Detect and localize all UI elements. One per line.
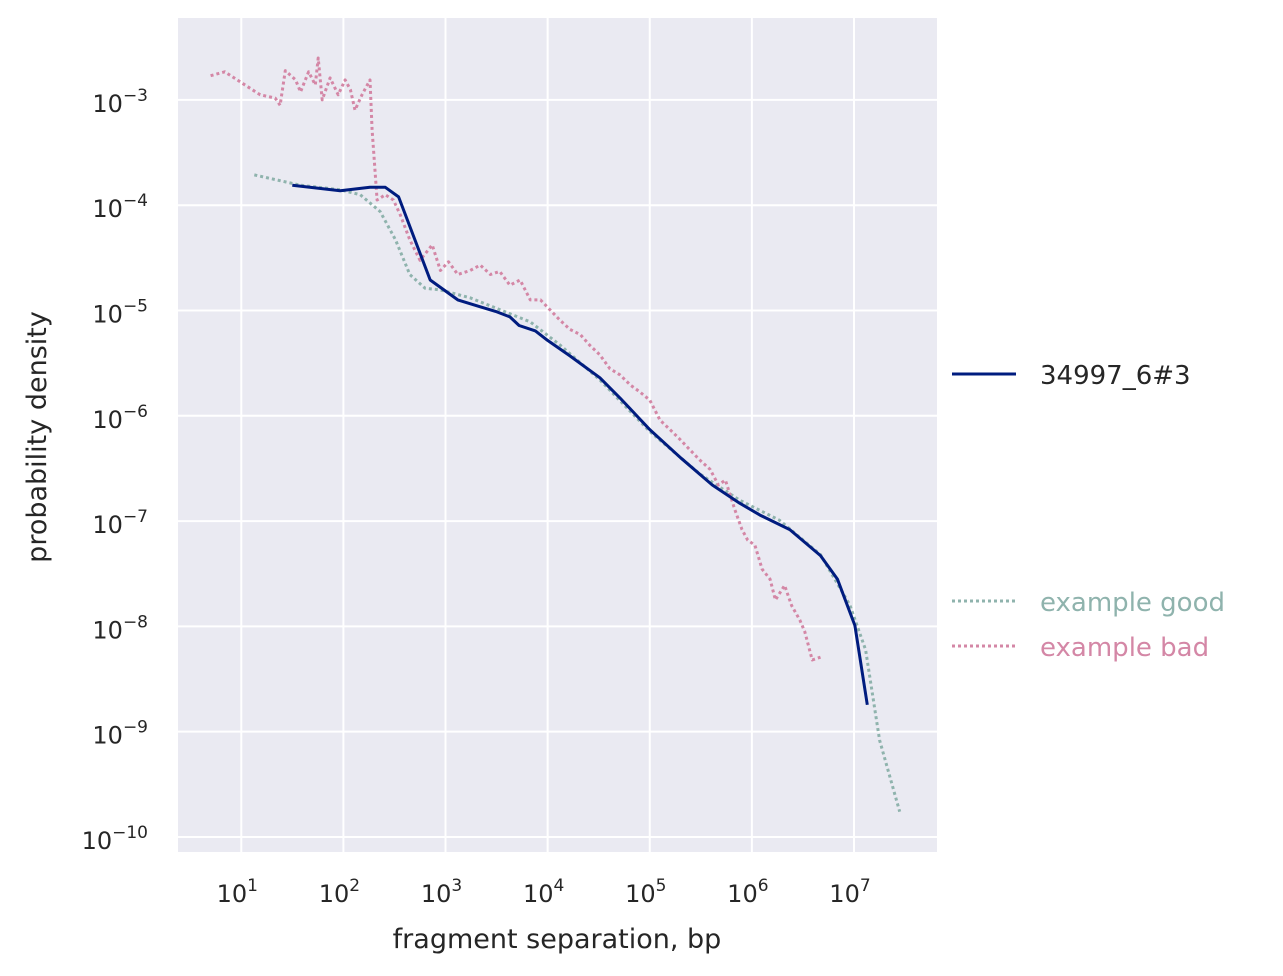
y-tick-label: 10−4 <box>92 191 148 223</box>
legend-label-main: 34997_6#3 <box>1040 361 1191 391</box>
x-tick-label: 107 <box>829 876 870 908</box>
plot-background <box>178 18 937 852</box>
series-lines <box>210 56 902 813</box>
y-tick-labels: 10−3 10−4 10−5 10−6 10−7 10−8 10−9 10−10 <box>82 86 148 855</box>
y-tick-label: 10−8 <box>92 612 148 644</box>
y-tick-label: 10−9 <box>92 718 148 750</box>
legend-label-bad: example bad <box>1040 633 1209 663</box>
x-tick-label: 103 <box>421 876 462 908</box>
y-tick-label: 10−7 <box>92 507 148 539</box>
x-tick-label: 102 <box>319 876 360 908</box>
legend-main: 34997_6#3 <box>952 361 1191 391</box>
legend-label-good: example good <box>1040 588 1225 618</box>
series-line-example-bad <box>210 56 821 662</box>
legend-examples: example good example bad <box>952 588 1225 663</box>
x-tick-labels: 101 102 103 104 105 106 107 <box>217 876 871 908</box>
x-tick-label: 106 <box>727 876 768 908</box>
grid <box>178 18 937 852</box>
y-tick-label: 10−6 <box>92 402 148 434</box>
y-tick-label: 10−3 <box>92 86 148 118</box>
series-line-34997-6-3 <box>292 183 869 706</box>
x-tick-label: 101 <box>217 876 258 908</box>
y-tick-label: 10−10 <box>82 823 148 855</box>
x-tick-label: 105 <box>625 876 666 908</box>
y-axis-label: probability density <box>22 311 53 563</box>
x-axis-label: fragment separation, bp <box>393 924 722 955</box>
y-tick-label: 10−5 <box>92 297 148 329</box>
x-tick-label: 104 <box>523 876 564 908</box>
